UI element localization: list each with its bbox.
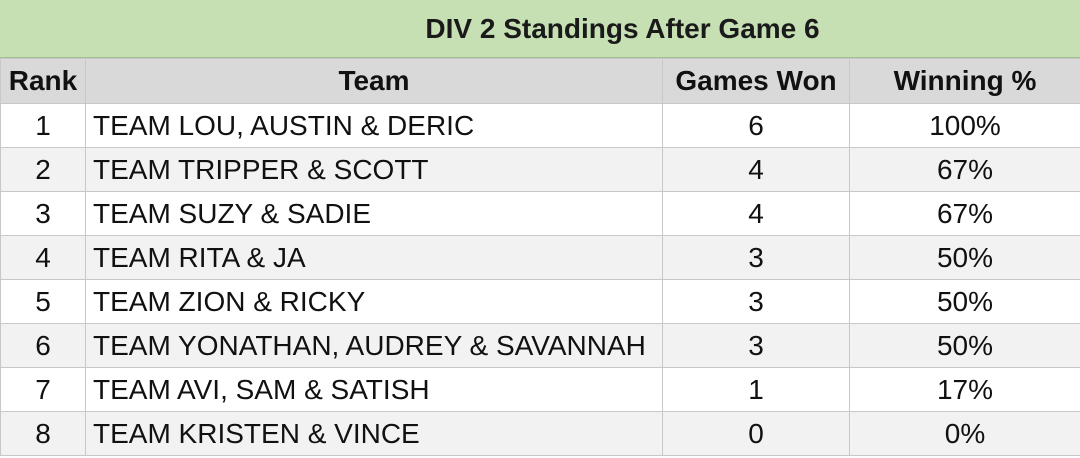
header-row: Rank Team Games Won Winning % — [0, 58, 1080, 104]
table-row: 7 TEAM AVI, SAM & SATISH 1 17% — [0, 367, 1080, 412]
table-row: 1 TEAM LOU, AUSTIN & DERIC 6 100% — [0, 103, 1080, 148]
winning-pct-cell: 67% — [849, 191, 1080, 236]
winning-pct-cell: 50% — [849, 235, 1080, 280]
title-banner: DIV 2 Standings After Game 6 — [0, 0, 1080, 58]
games-won-cell: 3 — [662, 323, 850, 368]
rank-cell: 3 — [0, 191, 86, 236]
table-row: 2 TEAM TRIPPER & SCOTT 4 67% — [0, 147, 1080, 192]
column-header-rank: Rank — [0, 58, 86, 104]
column-header-winning-pct: Winning % — [849, 58, 1080, 104]
winning-pct-cell: 50% — [849, 323, 1080, 368]
games-won-cell: 3 — [662, 279, 850, 324]
games-won-cell: 1 — [662, 367, 850, 412]
page-title: DIV 2 Standings After Game 6 — [425, 13, 820, 44]
team-cell: TEAM TRIPPER & SCOTT — [85, 147, 663, 192]
winning-pct-cell: 100% — [849, 103, 1080, 148]
team-cell: TEAM ZION & RICKY — [85, 279, 663, 324]
games-won-cell: 3 — [662, 235, 850, 280]
team-cell: TEAM SUZY & SADIE — [85, 191, 663, 236]
rank-cell: 5 — [0, 279, 86, 324]
rank-cell: 6 — [0, 323, 86, 368]
column-header-games-won: Games Won — [662, 58, 850, 104]
column-header-team: Team — [85, 58, 663, 104]
rank-cell: 4 — [0, 235, 86, 280]
games-won-cell: 6 — [662, 103, 850, 148]
winning-pct-cell: 67% — [849, 147, 1080, 192]
rank-cell: 7 — [0, 367, 86, 412]
table-row: 3 TEAM SUZY & SADIE 4 67% — [0, 191, 1080, 236]
team-cell: TEAM YONATHAN, AUDREY & SAVANNAH — [85, 323, 663, 368]
rank-cell: 8 — [0, 411, 86, 456]
winning-pct-cell: 0% — [849, 411, 1080, 456]
table-row: 6 TEAM YONATHAN, AUDREY & SAVANNAH 3 50% — [0, 323, 1080, 368]
table-row: 4 TEAM RITA & JA 3 50% — [0, 235, 1080, 280]
team-cell: TEAM KRISTEN & VINCE — [85, 411, 663, 456]
team-cell: TEAM RITA & JA — [85, 235, 663, 280]
rank-cell: 2 — [0, 147, 86, 192]
winning-pct-cell: 17% — [849, 367, 1080, 412]
winning-pct-cell: 50% — [849, 279, 1080, 324]
table-row: 8 TEAM KRISTEN & VINCE 0 0% — [0, 411, 1080, 456]
team-cell: TEAM AVI, SAM & SATISH — [85, 367, 663, 412]
games-won-cell: 4 — [662, 191, 850, 236]
games-won-cell: 0 — [662, 411, 850, 456]
table-row: 5 TEAM ZION & RICKY 3 50% — [0, 279, 1080, 324]
games-won-cell: 4 — [662, 147, 850, 192]
standings-table: Rank Team Games Won Winning % 1 TEAM LOU… — [0, 58, 1080, 456]
rank-cell: 1 — [0, 103, 86, 148]
team-cell: TEAM LOU, AUSTIN & DERIC — [85, 103, 663, 148]
